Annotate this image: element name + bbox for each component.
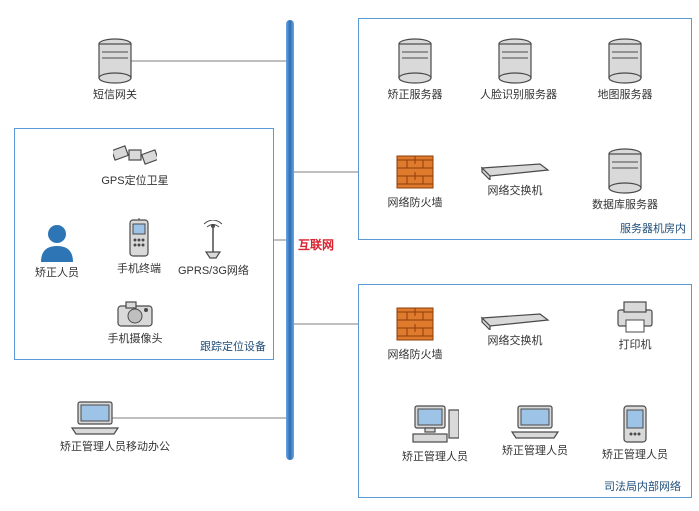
server-icon <box>590 148 660 194</box>
node-label-lap_mgr: 矫正管理人员 <box>500 442 570 458</box>
node-label-srv_map: 地图服务器 <box>590 86 660 102</box>
firewall-icon <box>380 152 450 192</box>
pda-icon <box>600 404 670 444</box>
group-title-bureau: 司法局内部网络 <box>604 478 681 494</box>
node-laptop_m: 矫正管理人员移动办公 <box>60 400 130 454</box>
node-label-person: 矫正人员 <box>22 264 92 280</box>
user-icon <box>22 222 92 262</box>
node-lap_mgr: 矫正管理人员 <box>500 404 570 458</box>
node-label-printer: 打印机 <box>600 336 670 352</box>
phone-icon <box>104 218 174 258</box>
node-label-sms_gw: 短信网关 <box>80 86 150 102</box>
firewall-icon <box>380 304 450 344</box>
switch-icon <box>480 162 550 180</box>
node-label-pda_mgr: 矫正管理人员 <box>600 446 670 462</box>
server-icon <box>590 38 660 84</box>
group-title-server_room: 服务器机房内 <box>620 220 686 236</box>
laptop-icon <box>60 400 130 436</box>
node-pc_mgr: 矫正管理人员 <box>400 404 470 464</box>
node-sms_gw: 短信网关 <box>80 38 150 102</box>
node-label-srv_jz: 矫正服务器 <box>380 86 450 102</box>
printer-icon <box>600 300 670 334</box>
internet-label: 互联网 <box>298 236 334 253</box>
node-sw2: 网络交换机 <box>480 312 550 348</box>
antenna-icon <box>178 220 248 260</box>
node-label-phone: 手机终端 <box>104 260 174 276</box>
server-icon <box>480 38 550 84</box>
desktop-icon <box>400 404 470 446</box>
node-label-srv_face: 人脸识别服务器 <box>480 86 550 102</box>
node-srv_db: 数据库服务器 <box>590 148 660 212</box>
internet-backbone <box>286 20 294 460</box>
node-camera: 手机摄像头 <box>100 300 170 346</box>
node-label-sw2: 网络交换机 <box>480 332 550 348</box>
node-label-srv_db: 数据库服务器 <box>590 196 660 212</box>
node-srv_jz: 矫正服务器 <box>380 38 450 102</box>
laptop-icon <box>500 404 570 440</box>
node-label-gprs: GPRS/3G网络 <box>178 262 248 278</box>
node-label-camera: 手机摄像头 <box>100 330 170 346</box>
server-icon <box>380 38 450 84</box>
node-printer: 打印机 <box>600 300 670 352</box>
node-label-gps_sat: GPS定位卫星 <box>100 172 170 188</box>
node-fw1: 网络防火墙 <box>380 152 450 210</box>
satellite-icon <box>100 140 170 170</box>
diagram-canvas: 跟踪定位设备 服务器机房内司法局内部网络 互联网 短信网关 GPS定位卫星 矫正人员… <box>0 0 699 511</box>
node-srv_map: 地图服务器 <box>590 38 660 102</box>
camera-icon <box>100 300 170 328</box>
node-phone: 手机终端 <box>104 218 174 276</box>
node-gprs: GPRS/3G网络 <box>178 220 248 278</box>
node-sw1: 网络交换机 <box>480 162 550 198</box>
node-person: 矫正人员 <box>22 222 92 280</box>
node-fw2: 网络防火墙 <box>380 304 450 362</box>
node-label-pc_mgr: 矫正管理人员 <box>400 448 470 464</box>
node-label-fw2: 网络防火墙 <box>380 346 450 362</box>
node-label-fw1: 网络防火墙 <box>380 194 450 210</box>
node-gps_sat: GPS定位卫星 <box>100 140 170 188</box>
node-label-laptop_m: 矫正管理人员移动办公 <box>60 438 130 454</box>
node-srv_face: 人脸识别服务器 <box>480 38 550 102</box>
switch-icon <box>480 312 550 330</box>
group-title-tracking: 跟踪定位设备 <box>200 338 266 354</box>
server-icon <box>80 38 150 84</box>
node-label-sw1: 网络交换机 <box>480 182 550 198</box>
node-pda_mgr: 矫正管理人员 <box>600 404 670 462</box>
